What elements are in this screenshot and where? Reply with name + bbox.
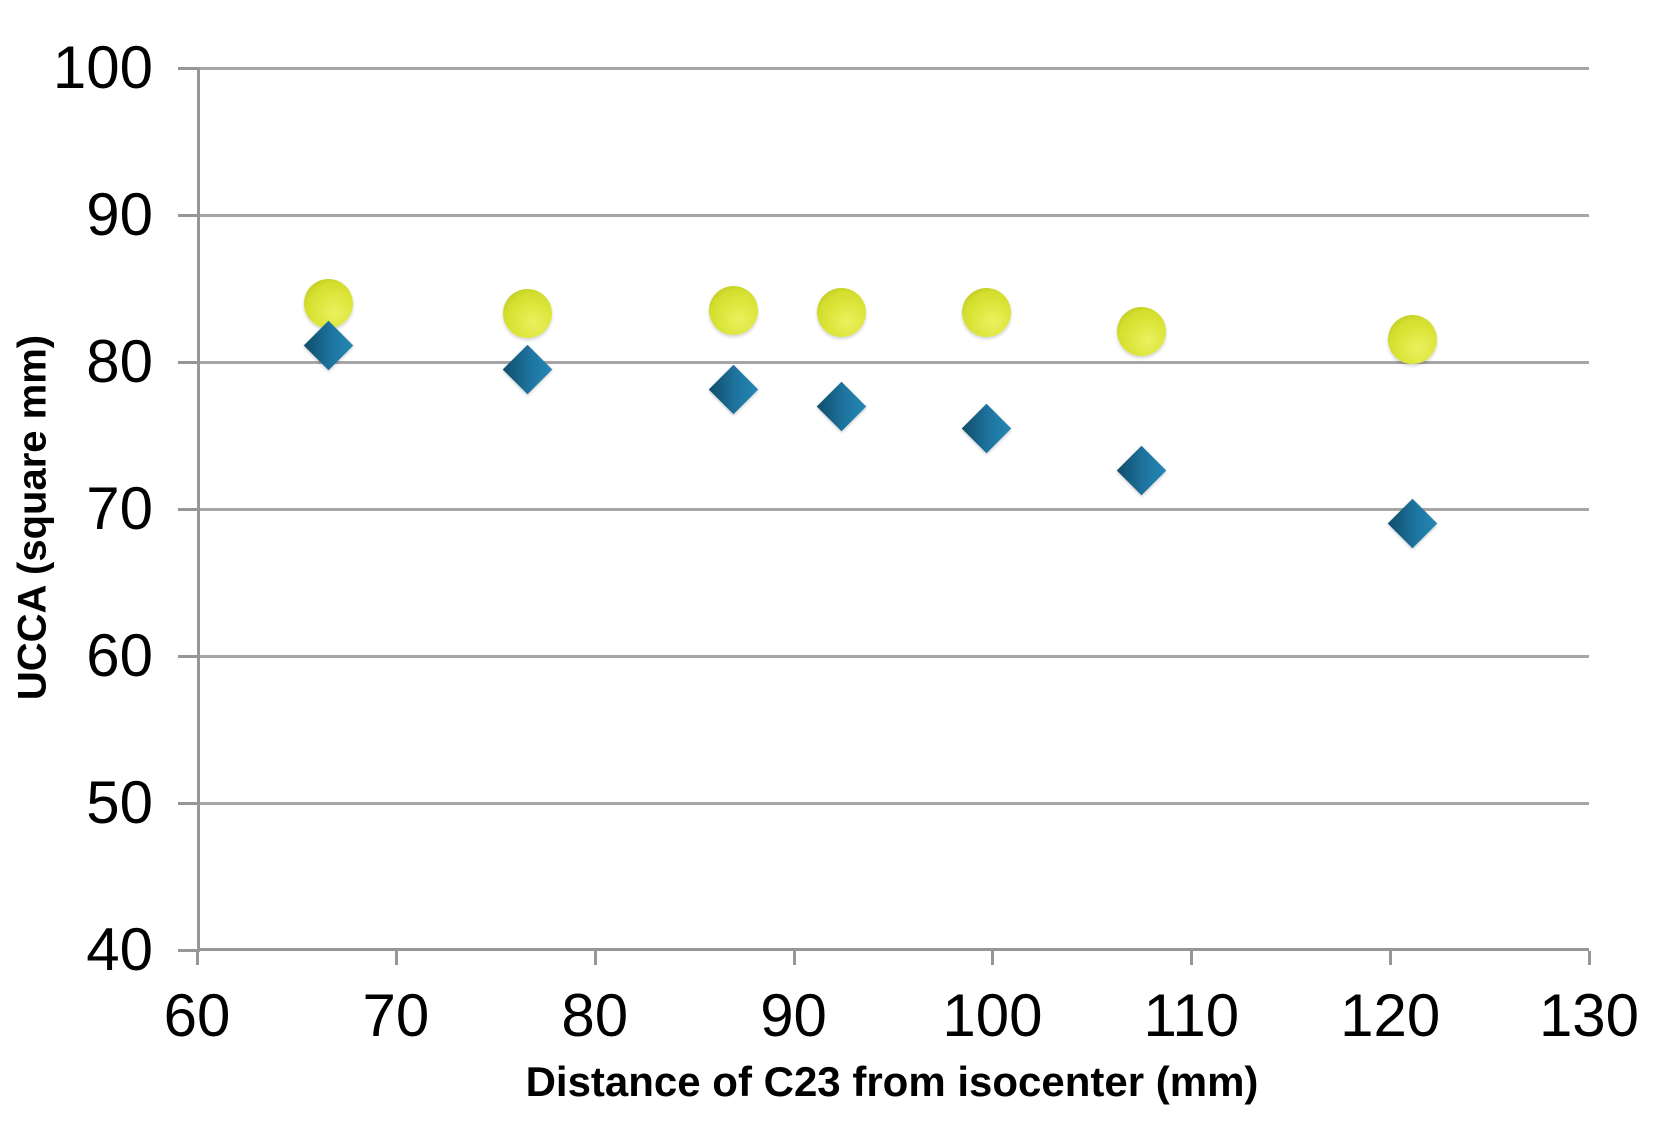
- x-axis-tick: [991, 951, 995, 965]
- x-axis-tick: [196, 951, 199, 965]
- data-point-circle: [816, 287, 866, 337]
- x-tick-label: 70: [362, 982, 430, 1049]
- y-tick-label: 60: [86, 622, 153, 689]
- horizontal-gridline: [197, 655, 1589, 658]
- y-axis-tick: [178, 67, 197, 70]
- y-tick-label: 70: [86, 475, 153, 542]
- x-axis-tick: [593, 951, 597, 965]
- y-axis-tick: [178, 508, 197, 511]
- x-axis-tick: [1190, 951, 1194, 965]
- data-point-diamond: [1387, 498, 1437, 549]
- horizontal-gridline: [197, 214, 1589, 217]
- x-tick-label: 90: [760, 982, 827, 1049]
- y-axis-line: [197, 68, 200, 952]
- data-point-diamond: [1116, 446, 1167, 496]
- y-axis-tick: [178, 655, 197, 658]
- data-point-circle: [1117, 306, 1167, 356]
- data-point-diamond: [961, 403, 1012, 453]
- y-tick-label: 90: [86, 181, 153, 248]
- x-axis-tick: [394, 951, 398, 965]
- data-point-circle: [961, 287, 1011, 337]
- x-axis-tick: [792, 951, 796, 965]
- data-point-circle: [502, 288, 552, 338]
- horizontal-gridline: [197, 361, 1589, 364]
- x-tick-label: 110: [1143, 982, 1240, 1049]
- data-point-diamond: [502, 344, 552, 395]
- x-axis-tick: [1389, 951, 1393, 965]
- x-tick-label: 100: [942, 982, 1043, 1049]
- x-tick-label: 60: [163, 982, 231, 1049]
- horizontal-gridline: [197, 802, 1589, 805]
- y-tick-label: 50: [86, 769, 153, 836]
- x-tick-label: 120: [1340, 982, 1441, 1049]
- data-point-diamond: [816, 381, 867, 431]
- x-tick-label: 80: [561, 982, 629, 1049]
- x-axis-line: [197, 948, 1589, 951]
- data-point-circle: [709, 286, 759, 336]
- y-axis-tick: [178, 802, 197, 805]
- y-tick-label: 100: [52, 34, 153, 101]
- data-point-diamond: [709, 365, 759, 415]
- y-tick-label: 80: [86, 328, 153, 395]
- data-point-circle: [303, 278, 353, 328]
- data-point-circle: [1387, 315, 1437, 365]
- y-axis-tick: [178, 949, 197, 952]
- x-axis-title: Distance of C23 from isocenter (mm): [525, 1058, 1259, 1105]
- x-tick-label: 130: [1538, 982, 1640, 1049]
- y-tick-label: 40: [86, 916, 153, 983]
- horizontal-gridline: [197, 67, 1589, 70]
- horizontal-gridline: [197, 508, 1589, 511]
- x-axis-tick: [1588, 951, 1591, 965]
- y-axis-tick: [178, 361, 197, 364]
- y-axis-tick: [178, 214, 197, 217]
